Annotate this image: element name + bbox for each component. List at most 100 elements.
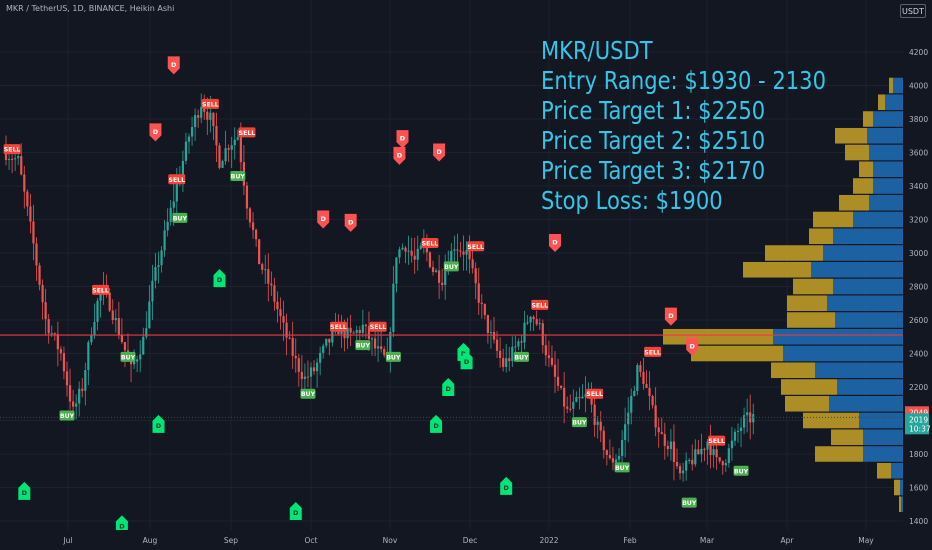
volume-profile-up-bar	[833, 278, 903, 295]
volume-profile-up-bar	[859, 412, 903, 429]
signal-box	[708, 435, 726, 446]
candle-body	[389, 331, 392, 356]
volume-profile-down-bar	[877, 462, 891, 479]
buy-signal: BUY	[120, 351, 136, 362]
sell-signal: SELL	[467, 241, 485, 252]
time-tick-label: Apr	[781, 536, 795, 545]
volume-profile-down-bar	[809, 228, 833, 245]
candle-body	[68, 385, 72, 402]
time-axis-bg	[0, 530, 903, 550]
candle-body	[148, 301, 151, 329]
signal-text: SELL	[586, 391, 603, 398]
marker-shape	[549, 233, 561, 252]
candle-body	[718, 457, 721, 462]
candle-body	[685, 460, 688, 471]
candle-body	[691, 459, 694, 465]
price-tick-label: 2200	[909, 383, 928, 392]
marker-text: D	[171, 61, 177, 69]
note-line-target-2: Price Target 2: $2510	[541, 126, 766, 155]
marker-text: D	[397, 151, 403, 159]
marker-up-flag: D	[442, 378, 455, 396]
volume-profile-up-bar	[837, 379, 903, 395]
volume-profile-down-bar	[894, 479, 900, 496]
candle-body	[145, 328, 148, 337]
candle-body	[639, 365, 642, 372]
candle-body	[550, 358, 554, 365]
volume-profile-up-bar	[891, 462, 903, 479]
candle-body	[309, 367, 313, 377]
currency-button[interactable]: USDT	[900, 4, 926, 18]
marker-text: D	[217, 276, 223, 284]
signal-text: BUY	[121, 354, 136, 361]
candle-body	[663, 434, 666, 446]
volume-profile-up-bar	[873, 161, 903, 178]
marker-shape	[686, 337, 699, 356]
marker-down-flag: D	[549, 233, 561, 252]
marker-text: D	[320, 215, 326, 223]
volume-profile-up-bar	[815, 362, 903, 379]
candle-body	[273, 285, 276, 302]
candle-body	[319, 352, 322, 363]
candle-body	[370, 338, 374, 340]
volume-profile-up-bar	[901, 496, 903, 513]
time-tick-label: Feb	[623, 536, 637, 545]
candle-body	[380, 346, 383, 350]
candle-body	[53, 333, 56, 335]
buy-signal: BUY	[443, 261, 459, 272]
price-tick-label: 4200	[909, 48, 928, 57]
candle-body	[142, 336, 145, 355]
candle-body	[477, 283, 480, 303]
candle-body	[209, 112, 212, 120]
signal-box	[355, 340, 371, 351]
candle-body	[343, 325, 346, 339]
marker-shape	[18, 481, 31, 500]
candle-body	[14, 158, 17, 160]
candle-body	[511, 346, 514, 362]
candle-body	[62, 353, 66, 372]
time-tick-label: Mar	[700, 536, 715, 545]
volume-profile-down-bar	[691, 345, 783, 362]
candle-body	[605, 450, 608, 456]
candle-body	[736, 430, 740, 432]
candle-body	[248, 208, 252, 223]
marker-down-flag: D	[396, 130, 409, 149]
marker-text: D	[153, 128, 159, 136]
candle-body	[312, 367, 316, 372]
candle-body	[139, 354, 142, 360]
candle-body	[288, 337, 291, 339]
marker-shape	[167, 56, 180, 75]
candle-body	[636, 365, 639, 391]
candle-body	[407, 250, 410, 252]
candle-body	[364, 324, 367, 327]
candle-body	[267, 269, 270, 284]
candle-body	[462, 251, 465, 255]
marker-text: D	[552, 238, 558, 246]
time-axis[interactable]: Jul Aug Sep Oct Nov Dec 2022 Feb Mar Apr May	[0, 530, 903, 550]
candle-body	[694, 449, 697, 465]
candle-body	[730, 440, 733, 449]
volume-profile-up-bar	[811, 261, 903, 278]
candle-body	[456, 249, 459, 251]
candle-body	[444, 271, 447, 285]
time-tick-label: Nov	[383, 536, 398, 545]
signal-box	[614, 462, 630, 473]
time-tick-label: Aug	[143, 536, 158, 545]
candle-body	[117, 318, 120, 335]
candle-body	[492, 332, 496, 340]
high-price-marker	[905, 406, 929, 418]
candle-body	[123, 342, 127, 351]
signal-box	[3, 144, 21, 155]
price-tick-label: 1600	[909, 484, 928, 493]
signal-text: BUY	[60, 413, 75, 420]
signal-box	[168, 174, 186, 185]
signal-text: SELL	[644, 349, 661, 356]
price-axis[interactable]: 1400160018002000220024002600280030003200…	[903, 0, 932, 550]
candlestick-series	[4, 93, 755, 482]
buy-signal: BUY	[614, 462, 630, 473]
sell-signal: SELL	[3, 144, 21, 155]
candle-body	[520, 341, 523, 343]
candle-body	[514, 346, 517, 348]
candle-body	[633, 390, 636, 396]
marker-up-flag: D	[289, 501, 302, 520]
